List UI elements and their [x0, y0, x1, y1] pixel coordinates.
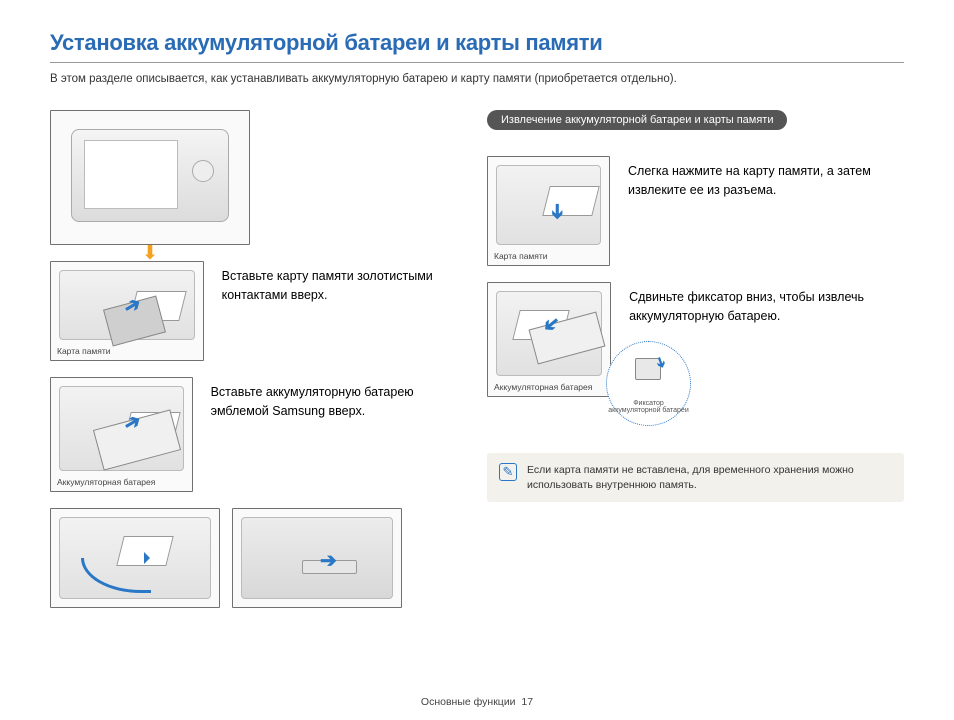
close-door-figures: ➔ [50, 508, 467, 608]
camera-dial-shape [192, 160, 214, 182]
step-insert-card: ➔ Карта памяти Вставьте карту памяти зол… [50, 261, 467, 361]
figure-remove-battery: ➔ Аккумуляторная батарея ➔ Фиксатор акку… [487, 282, 611, 397]
figure-camera-overview [50, 110, 250, 245]
figure-label: Карта памяти [57, 346, 111, 356]
figure-label: Аккумуляторная батарея [57, 477, 155, 487]
figure-label: Аккумуляторная батарея [494, 383, 592, 392]
content-columns: ⬇ ➔ Карта памяти Вставьте карту памяти з… [50, 110, 904, 608]
step-text: Вставьте карту памяти золотистыми контак… [222, 261, 467, 305]
removal-section-pill: Извлечение аккумуляторной батареи и карт… [487, 110, 787, 130]
slot-graphic: ➔ [496, 291, 602, 376]
step-remove-battery: ➔ Аккумуляторная батарея ➔ Фиксатор акку… [487, 282, 904, 397]
right-column: Извлечение аккумуляторной батареи и карт… [487, 110, 904, 608]
step-insert-battery: ➔ Аккумуляторная батарея Вставьте аккуму… [50, 377, 467, 492]
note-text: Если карта памяти не вставлена, для врем… [527, 463, 892, 492]
note-box: ✎ Если карта памяти не вставлена, для вр… [487, 453, 904, 502]
callout-label: Фиксатор аккумуляторной батареи [607, 400, 690, 415]
page-footer: Основные функции 17 [0, 696, 954, 708]
removal-header-row: Извлечение аккумуляторной батареи и карт… [487, 110, 904, 140]
slot-graphic: ➔ [59, 386, 184, 471]
figure-remove-card: ➔ Карта памяти [487, 156, 610, 266]
footer-section: Основные функции [421, 696, 516, 708]
figure-label: Карта памяти [494, 251, 548, 261]
step-remove-card: ➔ Карта памяти Слегка нажмите на карту п… [487, 156, 904, 266]
figure-close-door-2: ➔ [232, 508, 402, 608]
step-text: Вставьте аккумуляторную батарею эмблемой… [211, 377, 467, 421]
page-subtitle: В этом разделе описывается, как устанавл… [50, 73, 904, 85]
figure-close-door-1 [50, 508, 220, 608]
battery-lock-callout: ➔ Фиксатор аккумуляторной батареи [606, 341, 691, 426]
page-title: Установка аккумуляторной батареи и карты… [50, 30, 904, 63]
camera-body-shape [71, 129, 229, 222]
footer-page-number: 17 [521, 696, 533, 708]
left-column: ⬇ ➔ Карта памяти Вставьте карту памяти з… [50, 110, 467, 608]
note-icon: ✎ [499, 463, 517, 481]
slot-graphic: ➔ [241, 517, 393, 599]
push-arrow-icon: ➔ [544, 203, 569, 220]
slide-arrow-icon: ➔ [320, 548, 337, 573]
step-text: Сдвиньте фиксатор вниз, чтобы извлечь ак… [629, 282, 904, 326]
slot-graphic: ➔ [59, 270, 195, 340]
figure-insert-battery: ➔ Аккумуляторная батарея [50, 377, 193, 492]
slot-graphic: ➔ [496, 165, 601, 245]
camera-screen-shape [84, 140, 178, 209]
lock-arrow-icon: ➔ [651, 354, 671, 371]
step-text: Слегка нажмите на карту памяти, а затем … [628, 156, 904, 200]
figure-insert-card: ➔ Карта памяти [50, 261, 204, 361]
